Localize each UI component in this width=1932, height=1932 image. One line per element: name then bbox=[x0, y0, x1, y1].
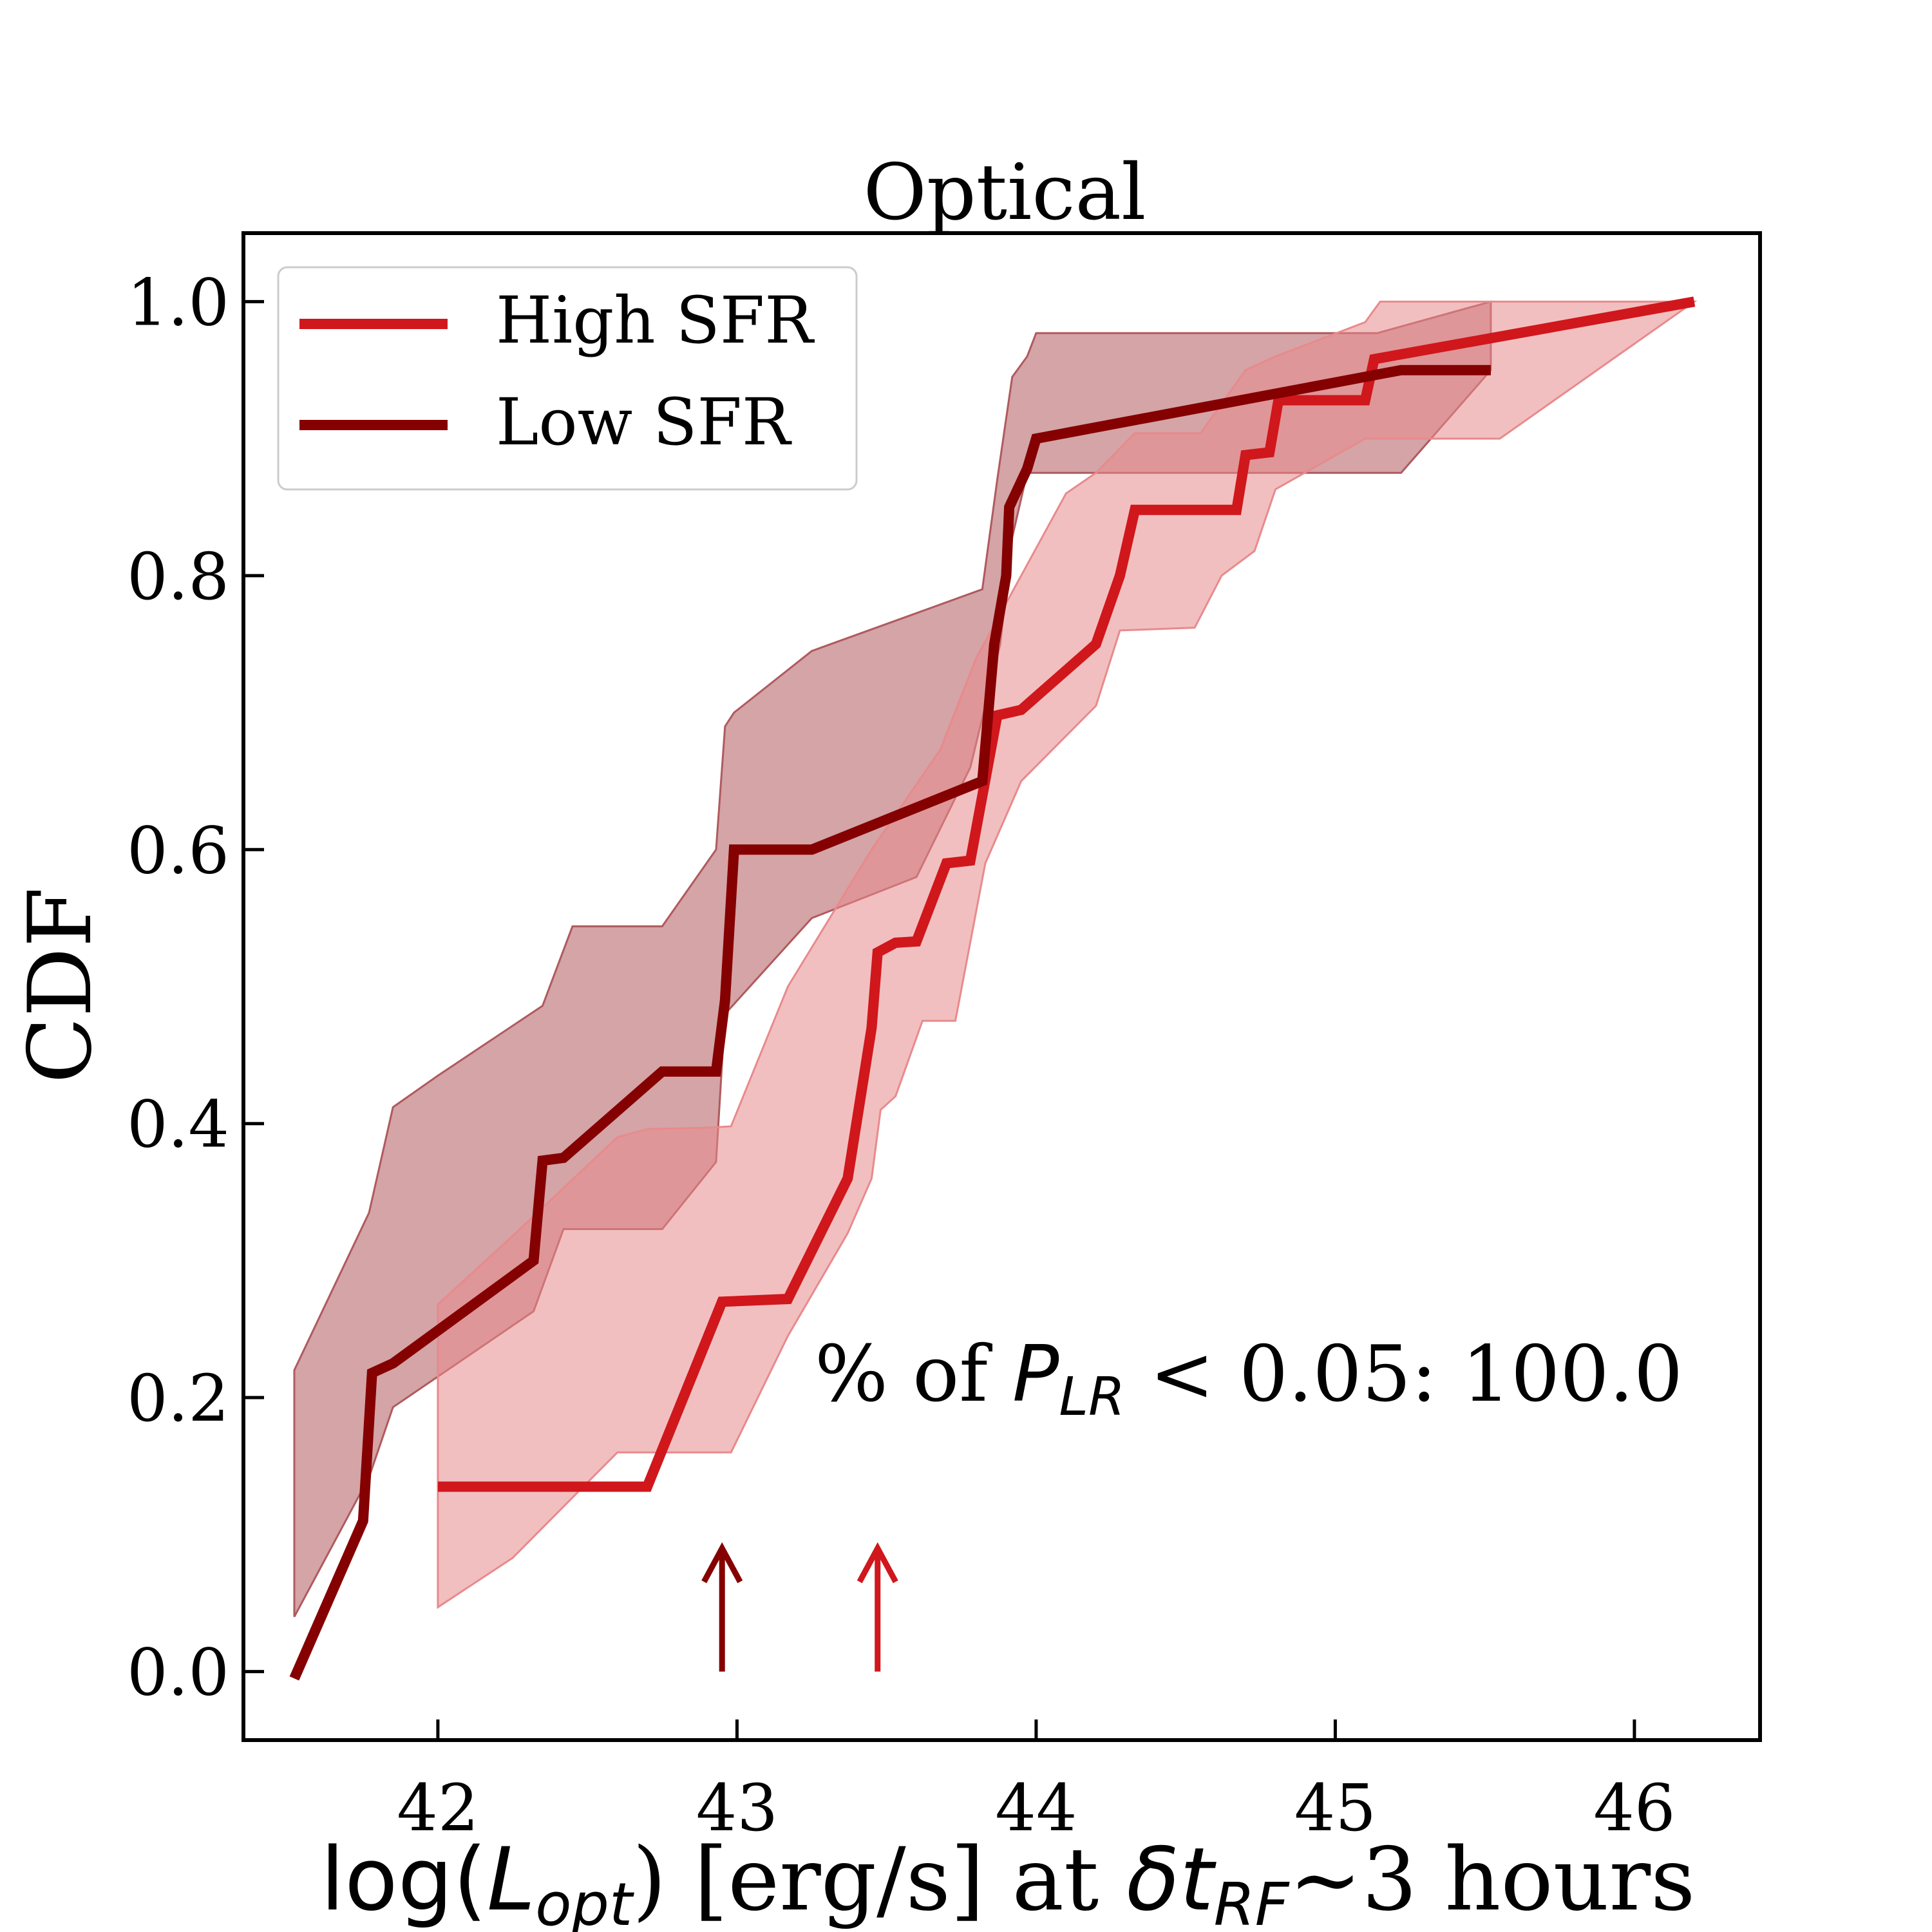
x-label-var2-sub: RF bbox=[1214, 1870, 1290, 1932]
legend: High SFR Low SFR bbox=[277, 266, 858, 491]
x-tick-label: 42 bbox=[397, 1770, 478, 1846]
y-tick-label: 0.8 bbox=[127, 539, 229, 614]
x-tick-label: 44 bbox=[995, 1770, 1077, 1846]
legend-label-high-sfr: High SFR bbox=[496, 283, 815, 358]
chart-title: Optical bbox=[864, 148, 1146, 238]
annotation-var: P bbox=[1012, 1330, 1059, 1419]
y-tick-label: 1.0 bbox=[127, 265, 229, 340]
x-tick-label: 46 bbox=[1593, 1770, 1675, 1846]
y-tick-label: 0.6 bbox=[127, 813, 229, 888]
x-tick-label: 45 bbox=[1294, 1770, 1376, 1846]
y-tick-label: 0.4 bbox=[127, 1087, 229, 1162]
confidence-band-high-sfr bbox=[437, 300, 1698, 1609]
series-line-high-sfr bbox=[437, 296, 1696, 1492]
legend-label-low-sfr: Low SFR bbox=[496, 384, 792, 460]
x-axis-label: log(Lopt) [erg/s] at δtRF~3 hours bbox=[321, 1829, 1696, 1932]
arrow-high-sfr bbox=[857, 1542, 898, 1672]
x-label-prefix: log( bbox=[321, 1829, 487, 1930]
annotation-prefix: % of bbox=[815, 1330, 1012, 1419]
annotation-suffix: < 0.05: 100.0 bbox=[1125, 1330, 1683, 1419]
plot-frame bbox=[242, 231, 1762, 1742]
y-axis-label: CDF bbox=[10, 887, 111, 1083]
arrow-low-sfr bbox=[701, 1542, 743, 1672]
x-label-middle: ) [erg/s] at bbox=[632, 1829, 1126, 1930]
y-tick-label: 0.2 bbox=[127, 1361, 229, 1436]
x-tick-label: 43 bbox=[696, 1770, 778, 1846]
x-label-var2: δt bbox=[1126, 1829, 1217, 1930]
annotation-var-sub: LR bbox=[1059, 1367, 1125, 1428]
x-label-suffix: ~3 hours bbox=[1289, 1829, 1696, 1930]
x-label-var: L bbox=[487, 1829, 535, 1930]
annotation: % of PLR < 0.05: 100.0 bbox=[815, 1330, 1683, 1428]
series-line-low-sfr bbox=[289, 365, 1491, 1681]
x-label-var-sub: opt bbox=[535, 1870, 634, 1932]
y-tick-label: 0.0 bbox=[127, 1635, 229, 1710]
